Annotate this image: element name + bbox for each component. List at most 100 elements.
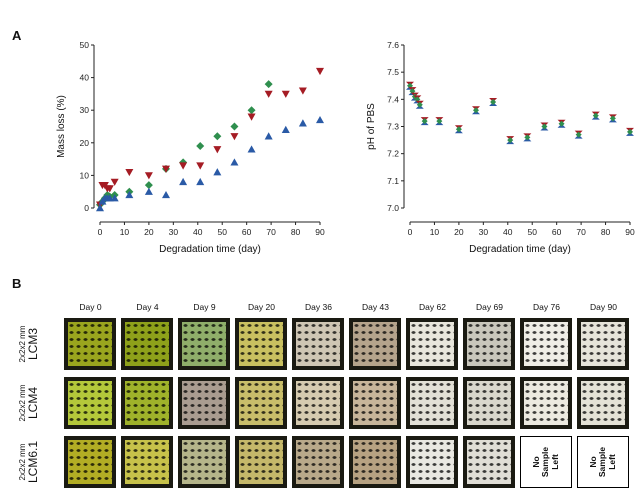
x-tick-label: 10 [430,227,440,237]
scaffold-mesh [125,440,169,484]
x-axis-label: Degradation time (day) [159,244,261,255]
no-sample-word: Left [606,454,617,470]
scaffold-photo [406,318,458,370]
data-point [247,113,256,121]
day-header: Day 20 [248,302,275,312]
scaffold-mesh [182,322,226,366]
data-point [490,99,497,106]
x-tick-label: 40 [503,227,513,237]
day-header: Day 9 [193,302,216,312]
scaffold-photo [235,377,287,429]
data-point [627,128,633,135]
data-point [196,142,205,151]
scaffold-photo [64,377,116,429]
y-tick-label: 7.6 [387,40,399,50]
scaffold-mesh [239,322,283,366]
scaffold-photo [121,436,173,488]
scaffold-photo [292,318,344,370]
day-header: Day 69 [476,302,503,312]
scaffold-photo [292,436,344,488]
scaffold-mesh [581,322,625,366]
data-point [247,145,256,153]
data-point [281,125,290,133]
data-point [96,204,104,212]
scaffold-mesh [410,440,454,484]
y-axis-label: pH of PBS [366,103,377,150]
x-tick-label: 80 [601,227,611,237]
row-label: 2x2x2 mm LCM3 [18,314,41,374]
data-point [421,118,428,125]
scaffold-mesh [524,322,568,366]
x-tick-label: 40 [193,227,203,237]
x-tick-label: 80 [291,227,301,237]
panel-a-charts: 0 10 20 30 40 50 0 10 20 30 40 50 60 70 80 90 Degradatio… [56,40,635,255]
data-point [436,118,443,125]
data-point [247,106,256,115]
row-label-name: LCM6.1 [26,440,41,484]
data-point [264,90,273,98]
row-label-name: LCM3 [26,328,41,361]
x-tick-label: 20 [144,227,154,237]
scaffold-mesh [353,381,397,425]
no-sample-tile: No Sample Left [520,436,572,488]
scaffold-mesh [296,322,340,366]
scaffold-photo [349,377,401,429]
y-tick-label: 10 [80,170,90,180]
scaffold-photo [463,436,515,488]
x-tick-label: 50 [527,227,537,237]
x-tick-label: 50 [217,227,227,237]
y-tick-label: 30 [80,105,90,115]
x-tick-label: 30 [479,227,489,237]
data-point [213,168,222,176]
scaffold-mesh [410,322,454,366]
data-point [507,137,514,144]
day-header: Day 76 [533,302,560,312]
scaffold-mesh [68,440,112,484]
y-tick-label: 7.5 [387,67,399,77]
scaffold-mesh [239,381,283,425]
scaffold-photo [64,436,116,488]
y-tick-label: 7.4 [387,94,399,104]
data-point [264,132,273,140]
scaffold-photo [463,318,515,370]
x-tick-label: 30 [169,227,179,237]
scaffold-photo [178,377,230,429]
scaffold-photo [349,436,401,488]
no-sample-text: No Sample Left [588,447,617,477]
scaffold-mesh [467,381,511,425]
scaffold-mesh [410,381,454,425]
scaffold-photo [235,436,287,488]
data-point [473,107,479,114]
x-axis-label: Degradation time (day) [469,244,571,255]
data-point [524,134,531,141]
scaffold-mesh [524,381,568,425]
day-header: Day 43 [362,302,389,312]
scaffold-photo [235,318,287,370]
day-header: Day 36 [305,302,332,312]
data-point [298,119,307,127]
y-tick-label: 0 [84,203,89,213]
scaffold-mesh [125,381,169,425]
scaffold-photo [292,377,344,429]
scaffold-mesh [182,440,226,484]
scaffold-mesh [296,440,340,484]
scaffold-mesh [353,440,397,484]
scaffold-photo [577,377,629,429]
data-point [213,146,222,154]
scaffold-photo [64,318,116,370]
x-tick-label: 0 [408,227,413,237]
y-tick-label: 7.1 [387,176,399,186]
data-point [105,185,114,193]
y-tick-label: 20 [80,138,90,148]
x-tick-label: 0 [98,227,103,237]
data-point [179,162,188,170]
scaffold-photo [463,377,515,429]
data-point [196,177,205,186]
scaffold-mesh [467,440,511,484]
day-header: Day 4 [136,302,159,312]
x-tick-label: 10 [120,227,130,237]
data-point [281,90,290,98]
data-point [110,178,119,186]
no-sample-word: Left [549,454,560,470]
day-header: Day 90 [590,302,617,312]
